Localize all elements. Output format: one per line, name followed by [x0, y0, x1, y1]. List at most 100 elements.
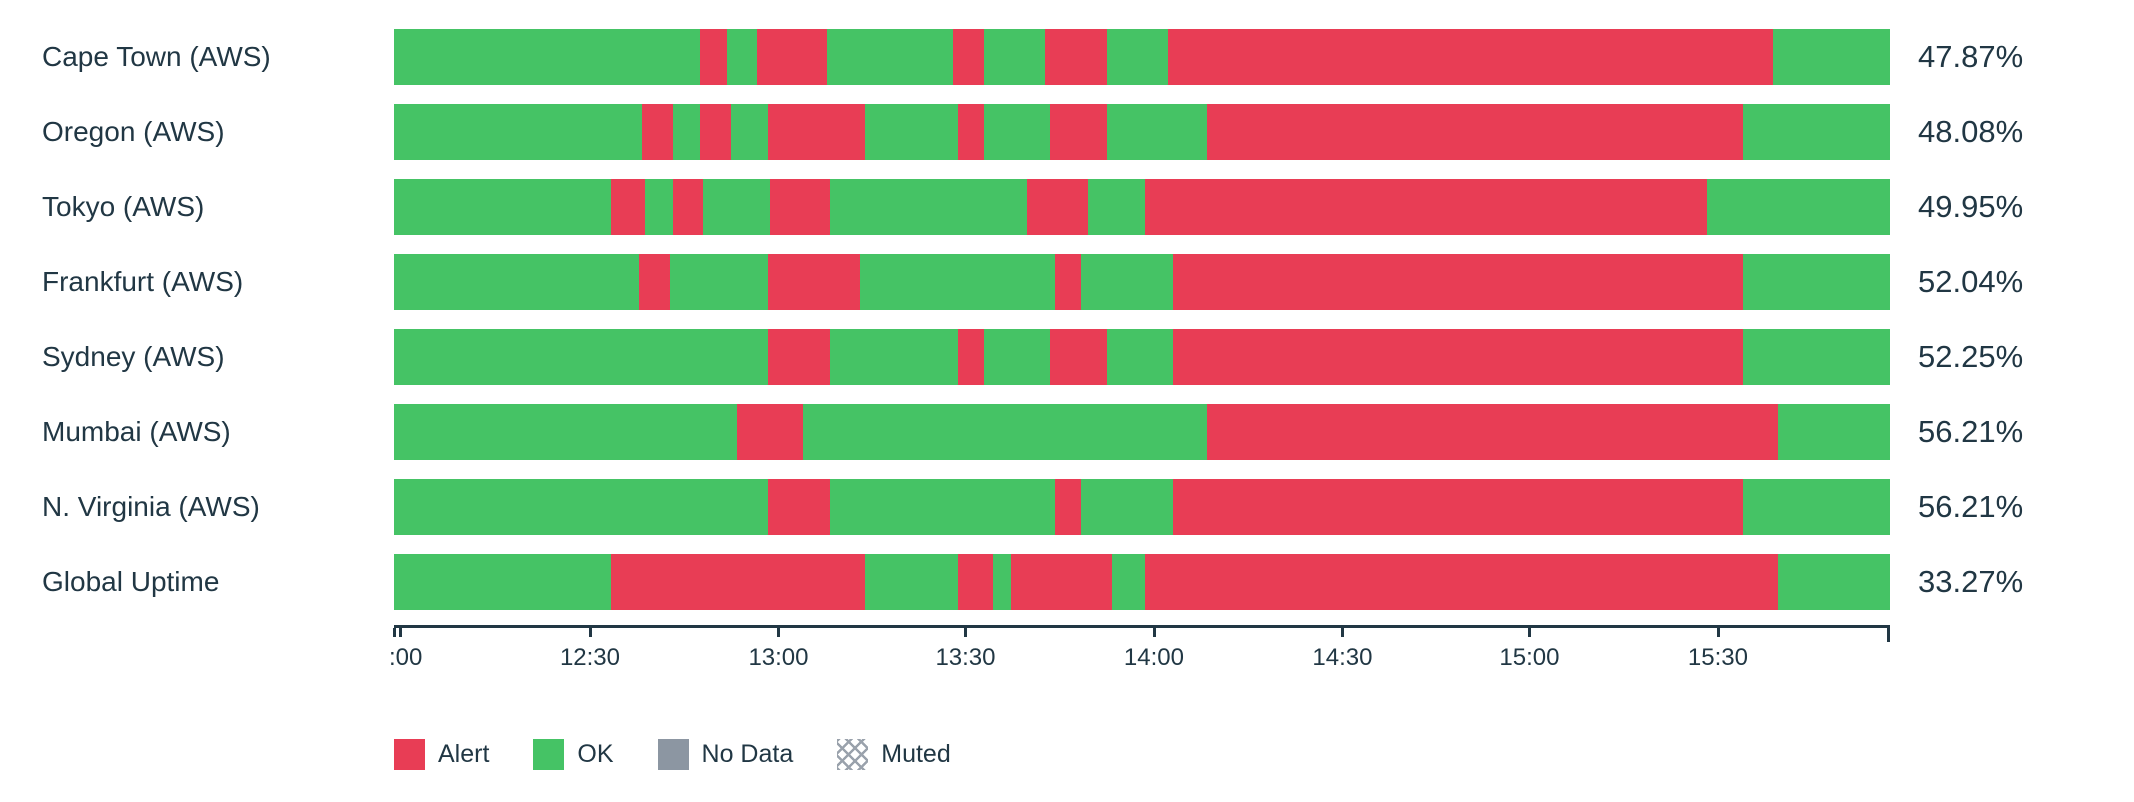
status-segment-ok[interactable]	[992, 553, 1011, 610]
status-segment-ok[interactable]	[394, 253, 640, 310]
axis-tick	[398, 628, 402, 637]
status-segment-ok[interactable]	[731, 103, 768, 160]
no_data-swatch-icon	[657, 739, 689, 770]
axis-tick-label: 12:30	[559, 644, 620, 671]
status-segment-alert[interactable]	[611, 178, 646, 235]
status-segment-alert[interactable]	[1206, 103, 1743, 160]
status-segment-ok[interactable]	[394, 553, 612, 610]
status-segment-alert[interactable]	[1026, 178, 1088, 235]
status-segment-ok[interactable]	[394, 478, 768, 535]
uptime-row: Frankfurt (AWS) 52.04%	[0, 244, 2134, 319]
status-segment-alert[interactable]	[953, 28, 984, 85]
status-segment-ok[interactable]	[984, 28, 1046, 85]
uptime-value: 47.87%	[1918, 38, 2024, 74]
status-segment-ok[interactable]	[1777, 403, 1890, 460]
status-segment-alert[interactable]	[756, 28, 827, 85]
status-segment-ok[interactable]	[864, 553, 958, 610]
legend-label: No Data	[701, 740, 794, 768]
muted-swatch-icon	[837, 739, 869, 770]
status-segment-ok[interactable]	[1742, 478, 1890, 535]
status-segment-ok[interactable]	[826, 28, 954, 85]
status-segment-ok[interactable]	[1106, 103, 1207, 160]
status-segment-alert[interactable]	[1045, 28, 1107, 85]
status-segment-ok[interactable]	[1080, 478, 1173, 535]
status-bar[interactable]	[394, 403, 1890, 460]
status-segment-alert[interactable]	[1172, 328, 1743, 385]
status-segment-ok[interactable]	[670, 253, 768, 310]
status-segment-ok[interactable]	[1742, 328, 1890, 385]
status-segment-ok[interactable]	[727, 28, 757, 85]
status-bar[interactable]	[394, 478, 1890, 535]
status-bar[interactable]	[394, 253, 1890, 310]
status-segment-alert[interactable]	[1010, 553, 1112, 610]
status-segment-ok[interactable]	[1087, 178, 1145, 235]
status-segment-alert[interactable]	[768, 478, 830, 535]
status-segment-alert[interactable]	[957, 328, 984, 385]
status-segment-alert[interactable]	[699, 103, 732, 160]
legend-item-no_data[interactable]: No Data	[657, 739, 794, 770]
status-segment-alert[interactable]	[1049, 103, 1107, 160]
status-segment-alert[interactable]	[1144, 178, 1708, 235]
status-segment-alert[interactable]	[1049, 328, 1107, 385]
status-segment-ok[interactable]	[394, 103, 643, 160]
status-segment-ok[interactable]	[984, 328, 1050, 385]
status-segment-ok[interactable]	[1777, 553, 1890, 610]
status-segment-ok[interactable]	[703, 178, 770, 235]
status-segment-ok[interactable]	[1080, 253, 1173, 310]
status-segment-alert[interactable]	[642, 103, 673, 160]
status-segment-alert[interactable]	[1172, 253, 1743, 310]
status-segment-ok[interactable]	[1707, 178, 1890, 235]
status-segment-ok[interactable]	[1106, 28, 1169, 85]
status-segment-ok[interactable]	[394, 328, 768, 385]
status-bar[interactable]	[394, 103, 1890, 160]
status-segment-alert[interactable]	[768, 253, 860, 310]
status-bar[interactable]	[394, 328, 1890, 385]
status-segment-alert[interactable]	[1144, 553, 1778, 610]
status-segment-ok[interactable]	[394, 28, 700, 85]
status-segment-ok[interactable]	[394, 178, 612, 235]
status-bar[interactable]	[394, 553, 1890, 610]
legend-item-ok[interactable]: OK	[533, 739, 614, 770]
status-segment-alert[interactable]	[1172, 478, 1743, 535]
status-segment-alert[interactable]	[673, 178, 704, 235]
status-segment-alert[interactable]	[699, 28, 727, 85]
status-segment-ok[interactable]	[1742, 253, 1890, 310]
status-segment-ok[interactable]	[803, 403, 1207, 460]
status-segment-ok[interactable]	[1106, 328, 1173, 385]
status-segment-alert[interactable]	[1054, 478, 1081, 535]
status-segment-alert[interactable]	[768, 103, 865, 160]
status-segment-ok[interactable]	[394, 403, 738, 460]
status-segment-ok[interactable]	[860, 253, 1055, 310]
status-segment-ok[interactable]	[864, 103, 958, 160]
status-segment-alert[interactable]	[1054, 253, 1081, 310]
axis-tick	[1152, 628, 1156, 637]
status-segment-alert[interactable]	[769, 178, 830, 235]
status-segment-alert[interactable]	[957, 553, 993, 610]
legend-label: Muted	[881, 740, 951, 768]
status-segment-alert[interactable]	[737, 403, 803, 460]
status-segment-ok[interactable]	[673, 103, 700, 160]
status-segment-ok[interactable]	[1773, 28, 1890, 85]
status-segment-ok[interactable]	[829, 178, 1027, 235]
status-segment-alert[interactable]	[611, 553, 865, 610]
status-segment-alert[interactable]	[639, 253, 670, 310]
status-segment-alert[interactable]	[957, 103, 984, 160]
status-bar[interactable]	[394, 28, 1890, 85]
status-segment-ok[interactable]	[645, 178, 673, 235]
status-segment-ok[interactable]	[984, 103, 1050, 160]
status-segment-ok[interactable]	[1742, 103, 1890, 160]
legend-item-alert[interactable]: Alert	[394, 739, 489, 770]
uptime-value: 33.27%	[1918, 563, 2024, 599]
uptime-value: 48.08%	[1918, 113, 2024, 149]
status-segment-ok[interactable]	[1111, 553, 1145, 610]
status-segment-alert[interactable]	[768, 328, 830, 385]
status-segment-alert[interactable]	[1206, 403, 1778, 460]
uptime-row: Tokyo (AWS) 49.95%	[0, 169, 2134, 244]
alert-swatch-icon	[394, 739, 425, 770]
status-segment-ok[interactable]	[829, 328, 958, 385]
status-segment-ok[interactable]	[829, 478, 1055, 535]
legend-item-muted[interactable]: Muted	[837, 739, 951, 770]
status-segment-alert[interactable]	[1168, 28, 1773, 85]
axis-tick-label: 15:00	[1499, 644, 1560, 671]
status-bar[interactable]	[394, 178, 1890, 235]
